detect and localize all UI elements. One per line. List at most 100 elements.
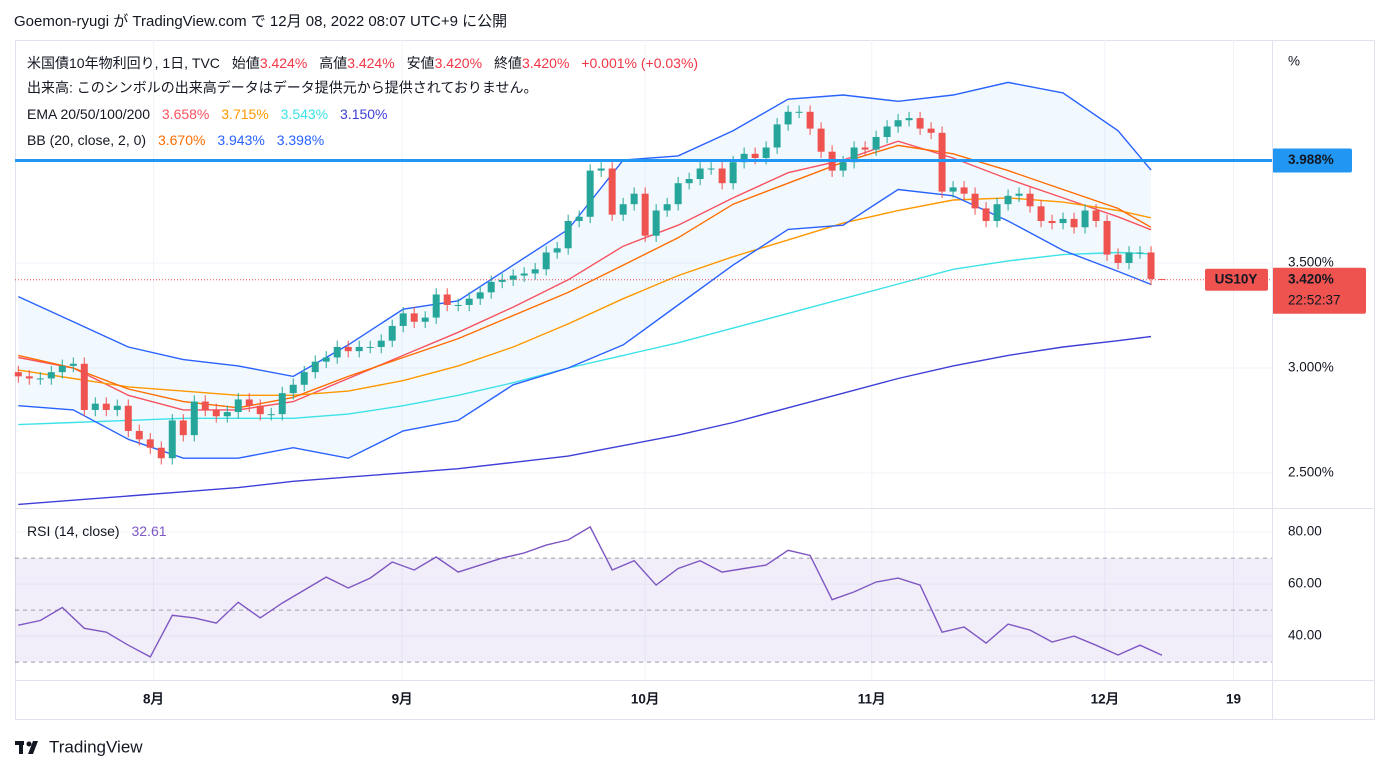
last-price-box bbox=[1272, 267, 1366, 314]
ema-value: 3.543% bbox=[281, 106, 328, 122]
candle-body bbox=[388, 325, 396, 341]
countdown: 22:52:37 bbox=[1288, 292, 1341, 307]
y-tick-label: 3.000% bbox=[1288, 360, 1334, 375]
candle-body bbox=[377, 340, 385, 347]
candle-body bbox=[146, 439, 154, 448]
candle-body bbox=[993, 204, 1001, 221]
bb-value: 3.398% bbox=[277, 132, 324, 148]
candle-body bbox=[1147, 252, 1155, 279]
hline-label-box bbox=[1272, 148, 1352, 173]
candle-body bbox=[168, 420, 176, 459]
candle-body bbox=[729, 162, 737, 184]
candle-body bbox=[608, 168, 616, 215]
bb-lower bbox=[18, 188, 1152, 459]
candle-body bbox=[311, 361, 319, 373]
candle-body bbox=[1037, 206, 1045, 221]
ohlc-label: 安値 bbox=[407, 55, 435, 71]
candle-body bbox=[69, 363, 77, 366]
candle-body bbox=[850, 147, 858, 163]
candle-body bbox=[366, 346, 374, 348]
last-price-label: 3.420% bbox=[1288, 271, 1334, 286]
candle-body bbox=[784, 111, 792, 125]
candle-body bbox=[762, 147, 770, 158]
candle-body bbox=[498, 279, 506, 282]
change: +0.001% (+0.03%) bbox=[581, 55, 698, 71]
ticker: US10Y bbox=[1215, 271, 1258, 286]
candle-body bbox=[630, 193, 638, 205]
candle-body bbox=[58, 365, 66, 373]
candle-body bbox=[861, 147, 869, 150]
candle-body bbox=[531, 269, 539, 274]
candle-body bbox=[674, 183, 682, 205]
candle-body bbox=[641, 193, 649, 236]
candle-body bbox=[751, 153, 759, 158]
candle-body bbox=[36, 378, 44, 380]
candle-body bbox=[1048, 220, 1056, 224]
candle-body bbox=[25, 376, 33, 379]
candle-body bbox=[542, 252, 550, 270]
candle-body bbox=[355, 346, 363, 352]
candle-body bbox=[795, 111, 803, 113]
candle-body bbox=[509, 275, 517, 280]
candle-body bbox=[982, 208, 990, 221]
candle-body bbox=[1092, 210, 1100, 221]
publish-header: Goemon-ryugi が TradingView.com で 12月 08,… bbox=[14, 13, 507, 30]
candle-body bbox=[465, 298, 473, 305]
ohlc-value: 3.424% bbox=[260, 55, 307, 71]
candle-body bbox=[1125, 252, 1133, 263]
candle-body bbox=[883, 126, 891, 138]
overlay-layer: 8月 9月 10月 11月 12月 19 2.500% 3.000% 3.500% 40.00 60… bbox=[15, 148, 1366, 707]
candle-body bbox=[806, 111, 814, 129]
ema-line bbox=[18, 197, 1152, 396]
x-tick-label: 11月 bbox=[858, 692, 886, 707]
chart-frame bbox=[15, 40, 1375, 720]
candle-body bbox=[91, 403, 99, 410]
ohlc-label: 始値 bbox=[232, 55, 260, 71]
ema-label: EMA 20/50/100/200 bbox=[27, 106, 150, 122]
candle-body bbox=[894, 120, 902, 127]
candle-body bbox=[1070, 218, 1078, 228]
ohlc-label: 高値 bbox=[319, 55, 347, 71]
bb-value: 3.670% bbox=[158, 132, 205, 148]
x-tick-label: 19 bbox=[1226, 692, 1241, 707]
candle-body bbox=[245, 399, 253, 406]
ema-line bbox=[18, 140, 1152, 411]
logo-part bbox=[19, 741, 23, 754]
legend: 米国債10年物利回り, 1日, TVC 始値3.424% 高値3.424% 安値… bbox=[27, 55, 698, 539]
candle-body bbox=[487, 281, 495, 293]
ticker-box bbox=[1205, 268, 1268, 291]
bb-upper bbox=[18, 81, 1152, 378]
candle-body bbox=[432, 294, 440, 318]
rsi-tick-label: 80.00 bbox=[1288, 524, 1322, 539]
ohlc-value: 3.424% bbox=[347, 55, 394, 71]
candle-body bbox=[872, 137, 880, 150]
bb-legend: BB (20, close, 2, 0) 3.670% 3.943% 3.398… bbox=[27, 132, 324, 148]
y-tick-label: 3.500% bbox=[1288, 255, 1334, 270]
candle-body bbox=[476, 292, 484, 299]
candle-body bbox=[927, 128, 935, 133]
ema-value: 3.658% bbox=[162, 106, 209, 122]
candle-body bbox=[278, 393, 286, 415]
candle-body bbox=[223, 412, 231, 417]
rsi-legend: RSI (14, close) 32.61 bbox=[27, 523, 167, 539]
bb-basis bbox=[18, 144, 1152, 409]
x-tick-label: 9月 bbox=[392, 692, 413, 707]
footer-logo: TradingView bbox=[15, 737, 143, 756]
y-tick-label: 2.500% bbox=[1288, 464, 1334, 479]
candle-body bbox=[179, 420, 187, 436]
candle-body bbox=[938, 132, 946, 192]
ema-line bbox=[18, 335, 1152, 506]
candle-body bbox=[410, 313, 418, 322]
candle-body bbox=[267, 414, 275, 416]
candle-body bbox=[333, 346, 341, 358]
rsi-tick-label: 60.00 bbox=[1288, 576, 1322, 591]
candle-body bbox=[344, 346, 352, 352]
candle-body bbox=[1004, 195, 1012, 205]
candle-body bbox=[399, 313, 407, 326]
candle-body bbox=[1114, 254, 1122, 263]
hline-label: 3.988% bbox=[1288, 152, 1334, 167]
x-tick-label: 8月 bbox=[143, 692, 164, 707]
candle-body bbox=[80, 363, 88, 410]
candle-body bbox=[949, 187, 957, 192]
